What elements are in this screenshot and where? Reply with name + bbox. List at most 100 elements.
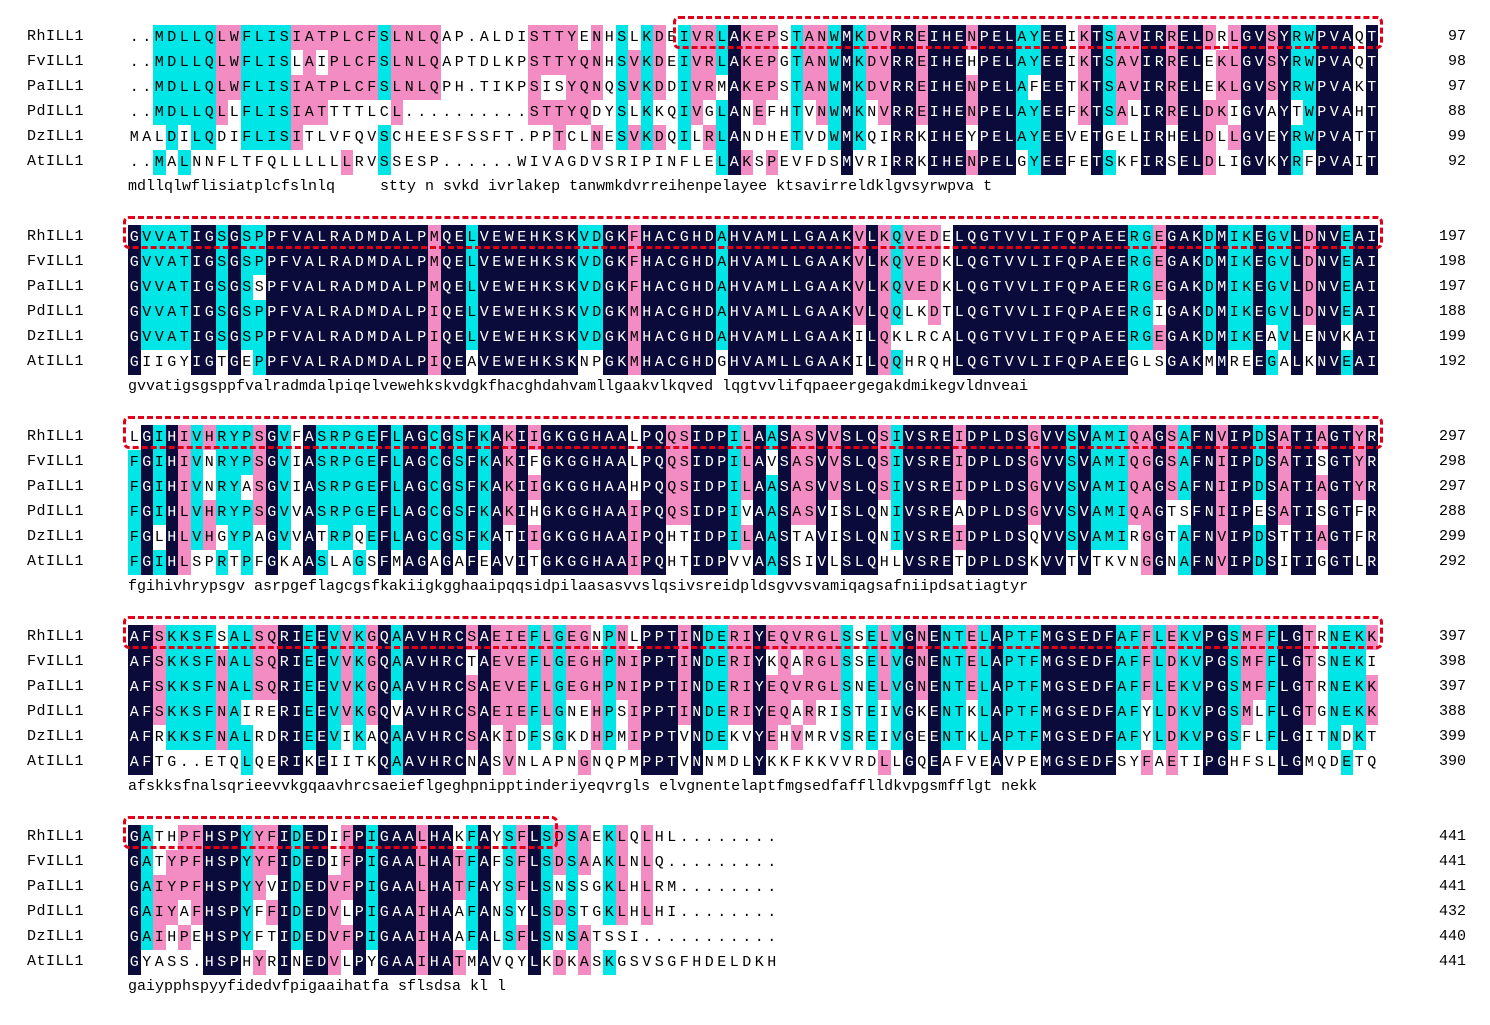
residue: L — [640, 900, 653, 925]
residue: F — [340, 850, 353, 875]
residue: G — [603, 225, 616, 250]
residue: L — [403, 325, 416, 350]
residue: S — [315, 475, 328, 500]
residue: T — [1340, 425, 1353, 450]
residue: Q — [354, 129, 364, 146]
residue: Y — [1278, 100, 1291, 125]
residue: S — [754, 154, 764, 171]
residue: A — [303, 550, 316, 575]
residue: N — [292, 954, 302, 971]
residue: E — [928, 725, 941, 750]
residue: A — [140, 850, 153, 875]
residue: V — [578, 325, 591, 350]
residue: F — [515, 875, 528, 900]
residue: L — [692, 154, 702, 171]
residue: T — [790, 100, 803, 125]
residue: E — [515, 250, 528, 275]
residue: A — [390, 250, 403, 275]
residue: D — [865, 25, 878, 50]
residue: E — [303, 825, 316, 850]
residue: I — [1228, 425, 1241, 450]
residue: A — [167, 154, 177, 171]
sequence-row: FvILL1.. M D L L Q L W F L I S L A I P L C F S L N L Q A P T D L K P S T… — [0, 50, 1490, 75]
residue: F — [278, 350, 291, 375]
residue: N — [192, 154, 202, 171]
residue: E — [940, 475, 953, 500]
residue: R — [903, 50, 916, 75]
residue: S — [678, 475, 691, 500]
residue: G — [415, 500, 428, 525]
residue: G — [1265, 275, 1278, 300]
residue: P — [978, 125, 991, 150]
residue: P — [240, 500, 253, 525]
residue: . — [767, 929, 777, 946]
residue: Q — [254, 754, 264, 771]
residue: . — [742, 904, 752, 921]
residue: L — [1217, 154, 1227, 171]
residue: V — [1328, 75, 1341, 100]
residue: D — [703, 725, 716, 750]
residue: K — [603, 950, 616, 975]
residue: V — [1078, 450, 1091, 475]
residue: I — [1303, 450, 1316, 475]
residue: E — [267, 754, 277, 771]
residue: I — [629, 154, 639, 171]
residue: D — [165, 25, 178, 50]
sequence-name: DzILL1 — [27, 728, 85, 745]
residue: K — [740, 25, 753, 50]
residue: A — [603, 525, 616, 550]
residue: V — [1215, 525, 1228, 550]
residue: H — [728, 275, 741, 300]
residue: Y — [228, 450, 241, 475]
residue: A — [1154, 754, 1164, 771]
residue: . — [754, 829, 764, 846]
residue: R — [1153, 50, 1166, 75]
residue: A — [815, 300, 828, 325]
residue: V — [1003, 225, 1016, 250]
residue: Y — [228, 475, 241, 500]
residue: G — [578, 525, 591, 550]
residue: A — [1140, 475, 1153, 500]
residue: D — [703, 250, 716, 275]
residue: . — [142, 29, 152, 46]
residue: A — [478, 825, 491, 850]
residue: G — [1165, 300, 1178, 325]
residue: D — [865, 75, 878, 100]
residue: H — [667, 554, 677, 571]
residue: K — [503, 425, 516, 450]
residue: P — [265, 250, 278, 275]
residue: V — [1053, 475, 1066, 500]
residue: L — [340, 50, 353, 75]
residue: P — [265, 275, 278, 300]
residue: . — [679, 904, 689, 921]
residue: D — [703, 325, 716, 350]
residue: V — [1253, 100, 1266, 125]
residue: G — [565, 475, 578, 500]
residue: K — [540, 225, 553, 250]
residue: Q — [578, 100, 591, 125]
residue: P — [603, 625, 616, 650]
residue: V — [290, 300, 303, 325]
residue: H — [428, 700, 441, 725]
residue: K — [1190, 225, 1203, 250]
residue: G — [903, 625, 916, 650]
residue: I — [1228, 250, 1241, 275]
residue: F — [1067, 104, 1077, 121]
residue: A — [753, 550, 766, 575]
residue: E — [953, 50, 966, 75]
residue: A — [765, 475, 778, 500]
residue: K — [178, 650, 191, 675]
residue: D — [353, 225, 366, 250]
residue: I — [1228, 525, 1241, 550]
residue: A — [390, 300, 403, 325]
residue: L — [1003, 50, 1016, 75]
residue: N — [915, 675, 928, 700]
residue: D — [653, 25, 666, 50]
residue: A — [1178, 250, 1191, 275]
residue: E — [453, 325, 466, 350]
residue: K — [478, 525, 491, 550]
residue: L — [1028, 225, 1041, 250]
residue: V — [367, 129, 377, 146]
residue: V — [140, 250, 153, 275]
residue: I — [1115, 500, 1128, 525]
